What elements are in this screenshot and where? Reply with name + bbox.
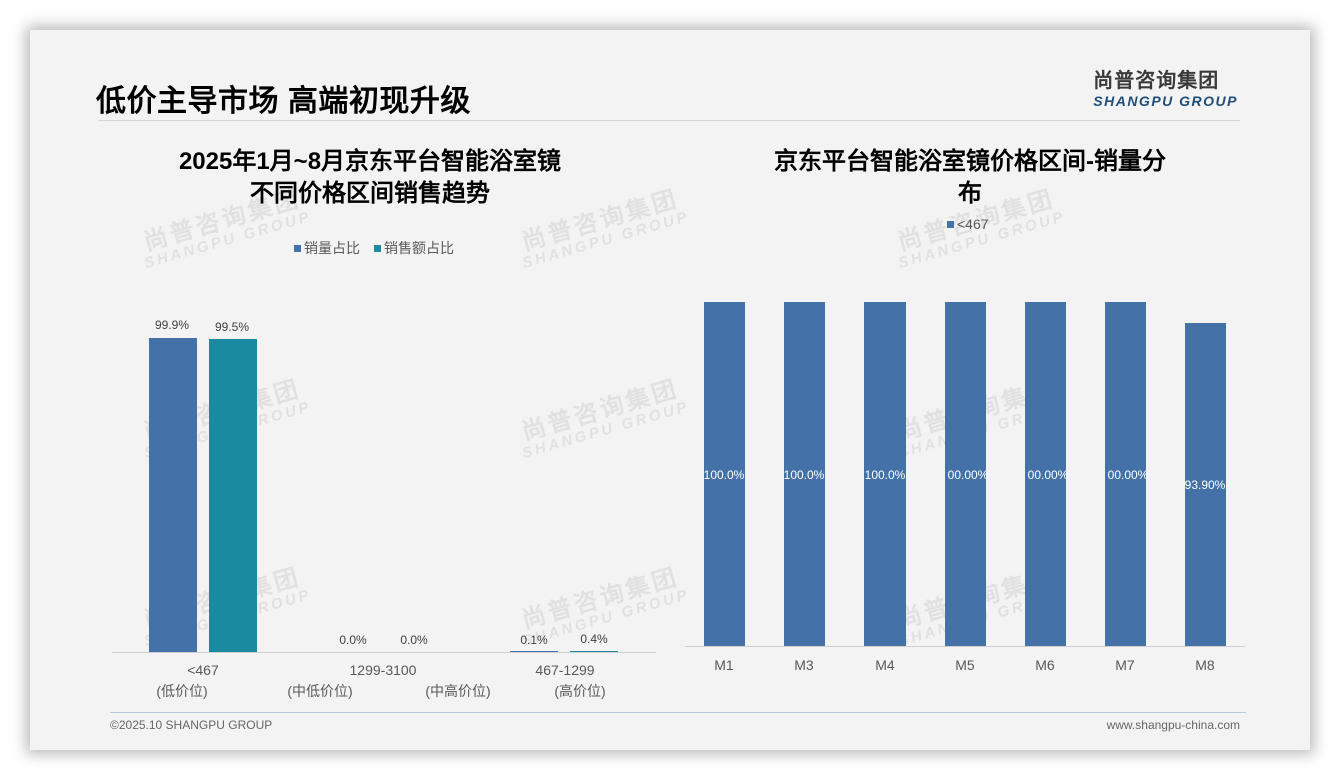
bar-m4 — [864, 302, 906, 646]
bar-volume-high — [510, 651, 558, 652]
legend-swatch-lt467 — [947, 220, 954, 228]
legend-item-volume: 销量占比 — [294, 238, 360, 258]
bar-value-label: 00.00% — [1027, 468, 1069, 482]
legend-item-lt467: <467 — [947, 216, 989, 232]
footer-copyright: ©2025.10 SHANGPU GROUP — [110, 718, 273, 732]
left-chart-title: 2025年1月~8月京东平台智能浴室镜 不同价格区间销售趋势 — [178, 148, 562, 207]
bar-value-label: 99.5% — [214, 320, 250, 334]
logo-chinese: 尚普咨询集团 — [1093, 70, 1220, 92]
slide: 低价主导市场 高端初现升级 尚普咨询集团 SHANGPU GROUP 尚普咨询集… — [30, 30, 1310, 750]
right-x-axis — [685, 646, 1245, 647]
category-range-label: 1299-3100 — [349, 662, 417, 678]
bar-m7 — [1105, 302, 1146, 646]
bar-value-label: 100.0% — [783, 468, 825, 482]
category-tier-label: (低价位) — [156, 683, 208, 699]
bar-m5 — [945, 302, 986, 646]
bar-m8 — [1185, 323, 1226, 646]
month-label: M5 — [955, 657, 975, 673]
month-label: M7 — [1115, 657, 1135, 673]
bar-value-label: 0.4% — [580, 632, 608, 646]
footer-website: www.shangpu-china.com — [1106, 718, 1240, 732]
month-label: M1 — [714, 657, 734, 673]
bar-value-label: 100.0% — [703, 468, 745, 482]
title-divider — [98, 120, 1240, 121]
category-range-label: <467 — [187, 662, 219, 678]
bar-m6 — [1025, 302, 1066, 646]
month-label: M6 — [1035, 657, 1055, 673]
legend-swatch-sales — [374, 244, 381, 252]
bar-value-label: 0.1% — [520, 633, 548, 647]
bar-value-label: 93.90% — [1184, 478, 1226, 492]
company-logo: 尚普咨询集团 SHANGPU GROUP — [1093, 64, 1238, 109]
category-tier-label: (中高价位) — [425, 683, 491, 699]
month-label: M4 — [875, 657, 895, 673]
page-title: 低价主导市场 高端初现升级 — [96, 85, 471, 118]
bar-sales-high — [570, 651, 618, 652]
month-label: M3 — [794, 657, 814, 673]
bar-value-label: 00.00% — [1107, 468, 1149, 482]
category-tier-label: (高价位) — [554, 683, 606, 699]
left-x-axis — [112, 652, 656, 653]
logo-english: SHANGPU GROUP — [1093, 93, 1238, 109]
left-chart-legend: 销量占比 销售额占比 — [294, 238, 454, 258]
bar-value-label: 100.0% — [864, 468, 906, 482]
right-chart-title: 京东平台智能浴室镜价格区间-销量分 布 — [774, 148, 1166, 207]
category-range-label: 467-1299 — [535, 662, 595, 678]
bar-value-label: 00.00% — [947, 468, 989, 482]
legend-item-sales: 销售额占比 — [374, 238, 454, 258]
bar-sales-low — [209, 339, 257, 652]
bar-value-label: 0.0% — [400, 633, 428, 647]
bar-value-label: 0.0% — [339, 633, 367, 647]
bar-value-label: 99.9% — [154, 318, 190, 332]
bar-m3 — [784, 302, 825, 646]
footer-divider — [110, 712, 1246, 713]
month-label: M8 — [1195, 657, 1215, 673]
bar-m1 — [704, 302, 745, 646]
bar-volume-low — [149, 338, 197, 652]
legend-swatch-volume — [294, 244, 301, 252]
category-tier-label: (中低价位) — [287, 683, 353, 699]
right-chart-legend: <467 — [947, 216, 989, 232]
